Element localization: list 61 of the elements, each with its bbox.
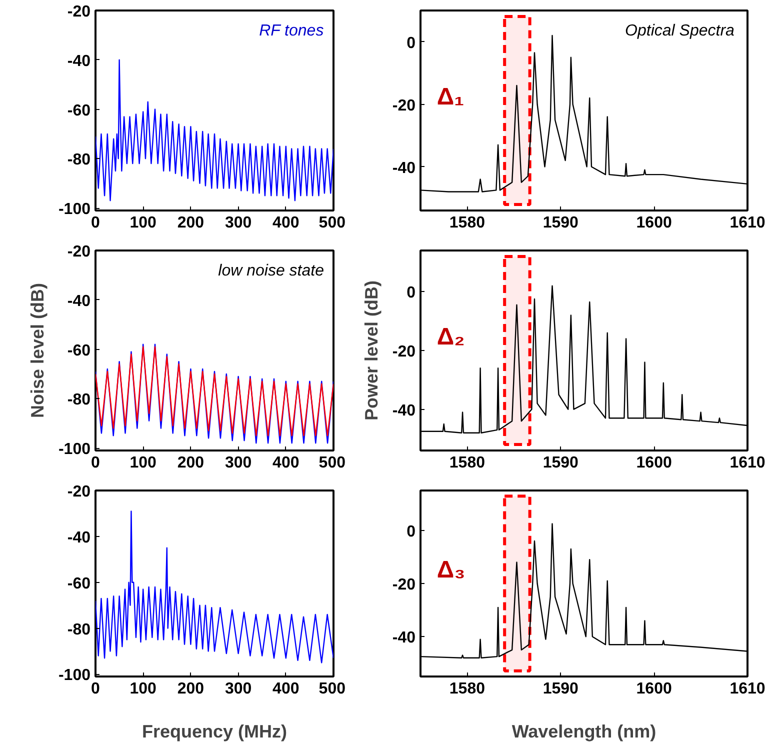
x-tick-label: 200 xyxy=(177,454,204,472)
x-tick-label: 1600 xyxy=(636,454,672,472)
y-tick-label: -20 xyxy=(67,484,91,500)
y-tick-label: -40 xyxy=(392,160,416,177)
x-tick-label: 1590 xyxy=(542,454,579,472)
x-axis-title: Frequency (MHz) xyxy=(142,722,288,742)
y-axis-title: Noise level (dB) xyxy=(27,282,48,418)
x-tick-label: 1580 xyxy=(449,214,486,232)
x-tick-label: 1590 xyxy=(542,214,579,232)
y-tick-label: 0 xyxy=(406,284,416,302)
y-tick-label: -20 xyxy=(392,97,416,114)
x-tick-label: 200 xyxy=(177,680,204,698)
y-tick-label: -20 xyxy=(392,576,416,594)
y-tick-label: -20 xyxy=(67,4,91,20)
y-tick-label: -80 xyxy=(67,152,91,169)
x-tick-label: 1590 xyxy=(542,680,579,698)
x-tick-label: 1580 xyxy=(449,454,486,472)
band-label: Δ₁ xyxy=(436,84,464,110)
y-tick-label: -20 xyxy=(392,344,416,360)
y-tick-label: -80 xyxy=(67,392,91,409)
x-tick-label: 1610 xyxy=(730,454,766,472)
y-tick-label: 0 xyxy=(406,34,416,52)
y-tick-label: -40 xyxy=(67,292,91,310)
x-tick-label: 300 xyxy=(224,454,252,472)
band-label: Δ₂ xyxy=(436,324,465,350)
band-label: Δ₃ xyxy=(436,556,466,584)
x-tick-label: 500 xyxy=(318,680,346,698)
x-tick-label: 200 xyxy=(177,214,204,232)
y-tick-label: -100 xyxy=(58,201,91,218)
x-tick-label: 500 xyxy=(318,214,346,232)
y-tick-label: -60 xyxy=(67,575,91,592)
y-tick-label: 0 xyxy=(406,523,416,540)
y-tick-label: -60 xyxy=(67,342,91,360)
x-tick-label: 400 xyxy=(272,680,300,698)
y-tick-label: -40 xyxy=(392,402,416,420)
x-tick-label: 100 xyxy=(130,454,157,472)
y-tick-label: -20 xyxy=(67,244,91,260)
y-tick-label: -100 xyxy=(58,441,91,458)
x-axis-title: Wavelength (nm) xyxy=(512,722,656,742)
x-tick-label: 400 xyxy=(272,454,300,472)
y-tick-label: -80 xyxy=(67,621,91,638)
y-tick-label: -40 xyxy=(67,52,91,70)
x-tick-label: 1600 xyxy=(636,214,672,232)
annotation: low noise state xyxy=(218,262,324,280)
y-tick-label: -100 xyxy=(58,667,91,684)
y-tick-label: -40 xyxy=(392,630,416,647)
annotation: RF tones xyxy=(259,22,324,40)
x-tick-label: 500 xyxy=(318,454,346,472)
x-tick-label: 1610 xyxy=(730,680,766,698)
y-tick-label: -60 xyxy=(67,102,91,120)
y-tick-label: -40 xyxy=(67,529,91,546)
x-tick-label: 1580 xyxy=(449,680,486,698)
x-tick-label: 400 xyxy=(272,214,300,232)
x-tick-label: 300 xyxy=(224,680,252,698)
x-tick-label: 1610 xyxy=(730,214,766,232)
x-tick-label: 1600 xyxy=(636,680,672,698)
x-tick-label: 300 xyxy=(224,214,252,232)
x-tick-label: 100 xyxy=(130,680,157,698)
x-tick-label: 100 xyxy=(130,214,157,232)
annotation: Optical Spectra xyxy=(625,22,735,40)
y-axis-title: Power level (dB) xyxy=(361,280,382,421)
